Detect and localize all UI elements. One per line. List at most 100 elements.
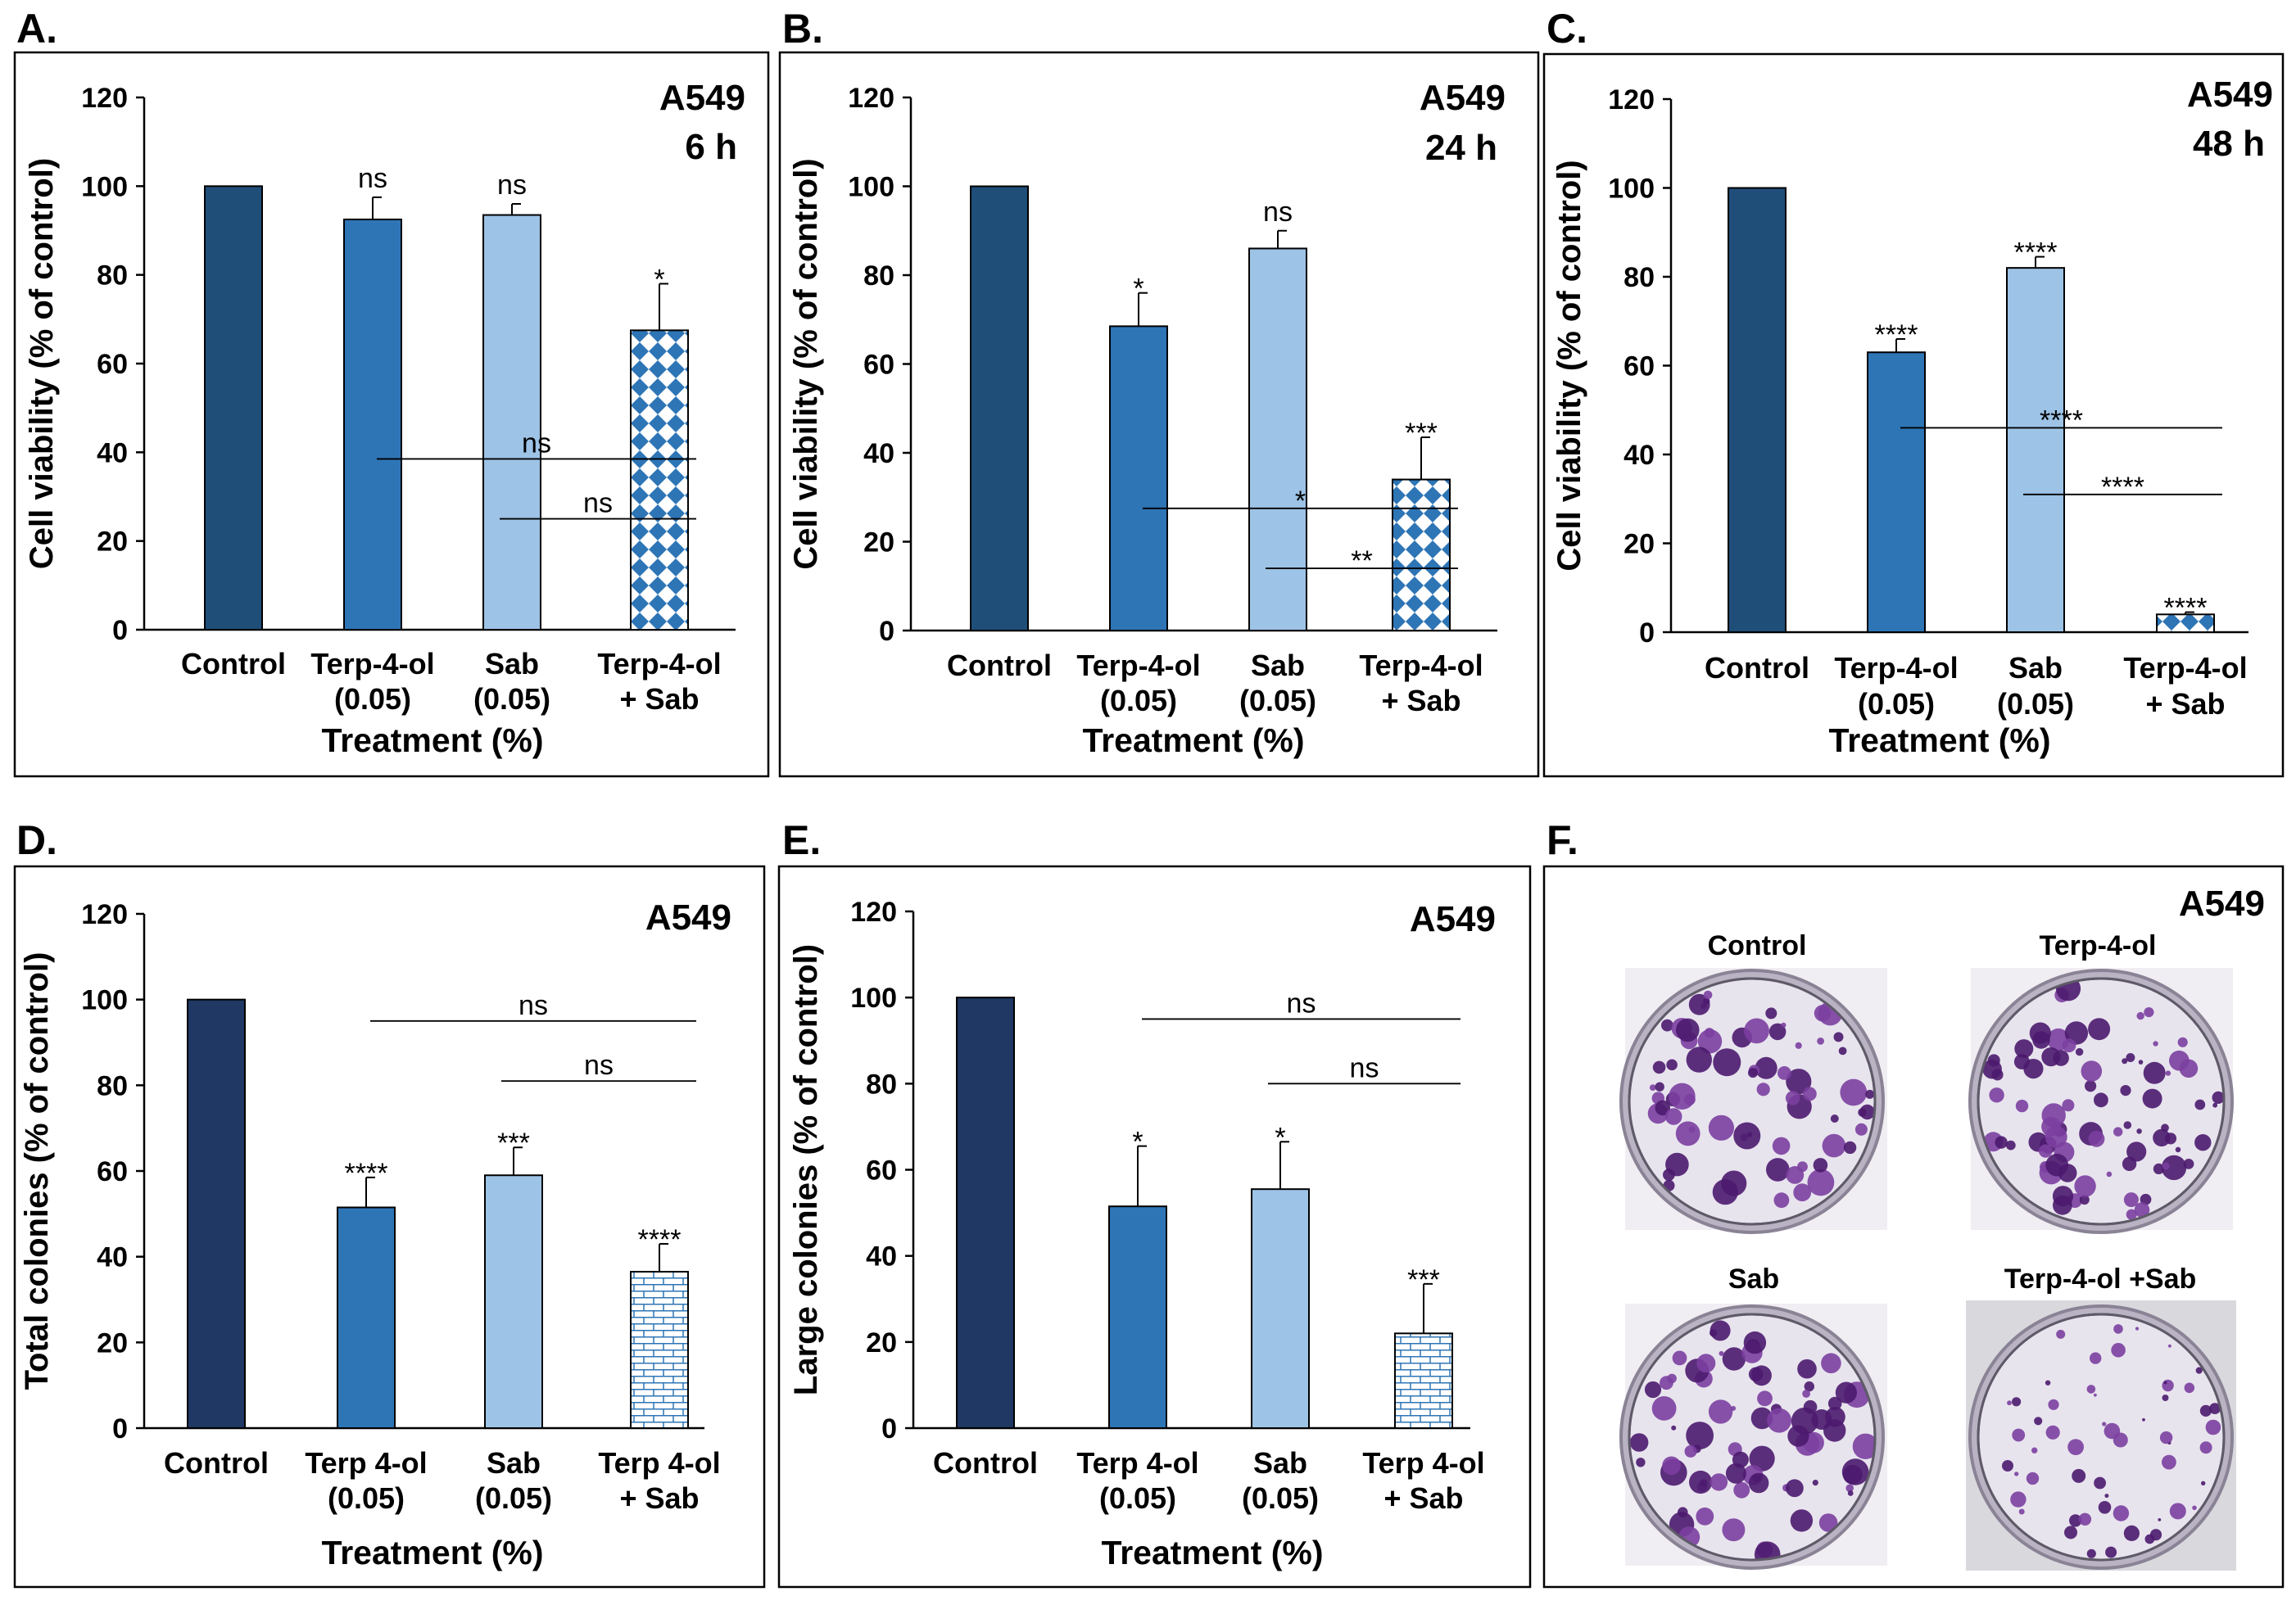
bar (630, 329, 689, 631)
colony (2194, 1134, 2212, 1151)
colony (2140, 1193, 2152, 1205)
bar (970, 185, 1029, 631)
colony (2165, 1070, 2171, 1076)
colony (2169, 1503, 2186, 1520)
colony (1704, 1028, 1714, 1038)
bar (484, 1174, 543, 1429)
significance-label: * (1132, 1127, 1143, 1158)
cell-line-label: A549 (645, 897, 731, 938)
colony (2045, 1125, 2067, 1148)
colony (2209, 1403, 2221, 1414)
x-tick-label: (0.05) (334, 682, 411, 716)
x-tick-label: + Sab (619, 1481, 699, 1515)
colony (2113, 1324, 2123, 1334)
colony (2134, 1202, 2150, 1218)
comparison-label: ns (519, 990, 548, 1021)
panel-frame (1542, 52, 2285, 778)
colony (1773, 1192, 1790, 1209)
colony (2199, 1441, 2212, 1454)
y-tick-label: 60 (97, 1156, 128, 1187)
colony (2053, 1050, 2069, 1066)
colony (2039, 1144, 2053, 1158)
colony (2159, 1431, 2173, 1444)
colony (1661, 1019, 1673, 1032)
colony (2212, 1102, 2218, 1108)
significance-label: **** (1875, 319, 1918, 350)
bar (1251, 1188, 1310, 1429)
colony (2069, 1514, 2082, 1527)
cell-line-label: A549 (1410, 899, 1496, 939)
y-tick-label: 40 (97, 437, 128, 468)
significance-label: * (654, 264, 664, 296)
colony (1840, 1078, 1868, 1106)
y-tick-label: 100 (848, 172, 894, 203)
x-tick-label: Terp 4-ol (305, 1446, 427, 1480)
dish-label-combo: Terp-4-ol +Sab (2004, 1264, 2197, 1295)
x-tick-label: (0.05) (1239, 684, 1316, 717)
bar (1728, 187, 1787, 633)
colony (1785, 1091, 1800, 1105)
colony (1822, 1133, 1846, 1158)
colony (1636, 1458, 1646, 1467)
cell-line-label: A549 (1420, 78, 1506, 118)
colony (2045, 1425, 2060, 1440)
significance-label: **** (2164, 593, 2208, 624)
panel-frame (13, 51, 770, 778)
colony (2138, 1060, 2144, 1065)
x-tick-label: (0.05) (1242, 1481, 1319, 1515)
colony (1823, 1419, 1846, 1442)
colony (1802, 1390, 1811, 1398)
dish-edge (1628, 1313, 1877, 1562)
colony (2002, 1460, 2013, 1472)
colony (2113, 1127, 2123, 1137)
colony (1719, 1350, 1724, 1356)
colony (1686, 1047, 1712, 1073)
x-tick-label: Terp 4-ol (1362, 1446, 1484, 1480)
comparison-label: ns (584, 1050, 614, 1081)
panel-frame (1542, 865, 2285, 1589)
comparison-label: ** (1351, 545, 1372, 576)
colony (1663, 1169, 1675, 1181)
colony (1989, 1087, 2004, 1103)
colony (2164, 1133, 2177, 1145)
panel-c: C. A549 48 h 0 20 40 60 80 100 120 Cell viability … (1542, 6, 2285, 778)
colonies (1629, 1320, 1875, 1560)
colony (2104, 1494, 2109, 1499)
colony (1644, 1381, 1662, 1399)
y-tick-label: 20 (1624, 529, 1655, 560)
colony (2086, 1548, 2096, 1558)
panel-frame (777, 865, 1532, 1589)
significance-label: *** (497, 1128, 530, 1159)
x-tick-label: Terp 4-ol (1076, 1446, 1198, 1480)
comparison-label: ns (1350, 1052, 1379, 1083)
x-tick-label: Sab (1253, 1446, 1307, 1480)
x-tick-label: Control (947, 649, 1052, 682)
colony (2005, 1140, 2016, 1151)
colony (2123, 1192, 2139, 1208)
y-tick-label: 80 (97, 1070, 128, 1101)
colony (2053, 1195, 2072, 1215)
colony (1749, 1445, 1775, 1472)
colony (1865, 1089, 1875, 1099)
colony (2106, 1171, 2113, 1178)
colony (1795, 1042, 1802, 1049)
x-tick-label: Control (164, 1446, 269, 1480)
colony (2094, 1092, 2108, 1108)
y-tick-label: 60 (866, 1155, 897, 1187)
colony (2123, 1121, 2132, 1129)
colony (1793, 1183, 1812, 1202)
x-axis-label: Treatment (%) (1828, 721, 2050, 759)
colony (1797, 1359, 1817, 1379)
colony (2074, 1175, 2096, 1197)
colony (1852, 1433, 1875, 1460)
panel-letter: F. (1547, 817, 1578, 863)
colony (2162, 1379, 2174, 1392)
colony (2153, 1163, 2164, 1174)
significance-label: *** (1407, 1264, 1440, 1295)
significance-label: * (1133, 274, 1143, 305)
colony (2161, 1155, 2187, 1181)
colony (1818, 1513, 1838, 1532)
x-tick-label: Sab (1251, 649, 1305, 682)
colony (1843, 1141, 1857, 1155)
y-tick-label: 60 (863, 350, 894, 381)
